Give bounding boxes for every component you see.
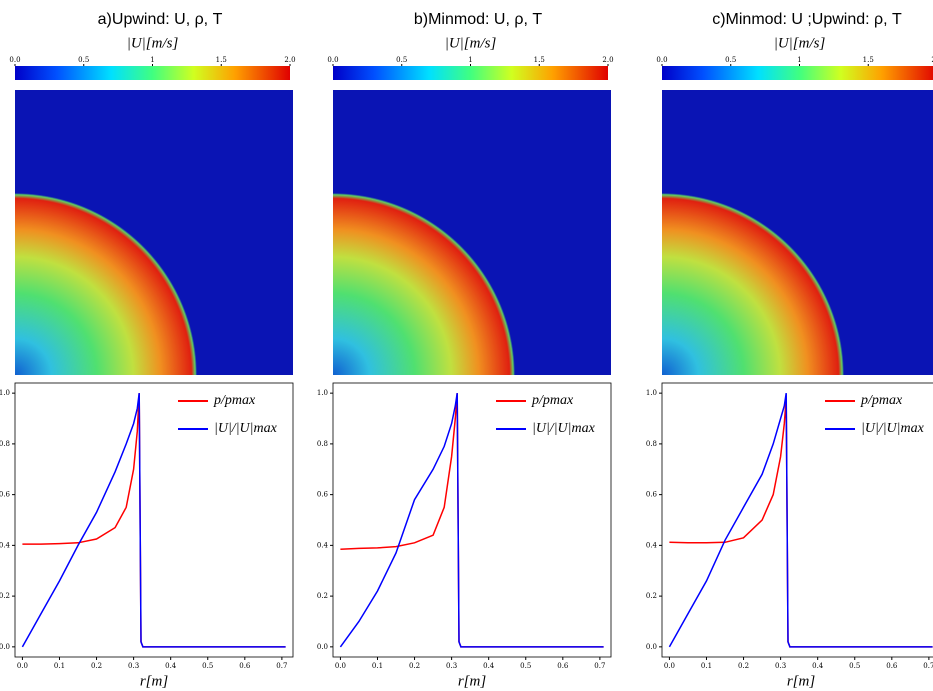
colorbar-tick-label: 2.0: [284, 56, 295, 64]
y-tick-label: 0.6: [646, 491, 658, 499]
y-tick-label: 0.4: [0, 541, 11, 549]
x-tick-label: 0.1: [701, 662, 712, 670]
colorbar-tick-label: 1: [797, 56, 801, 64]
colorbar-tick-label: 0.0: [327, 56, 338, 64]
panel-title: a)Upwind: U, ρ, T: [98, 11, 223, 28]
x-axis-label: r[m]: [458, 673, 487, 689]
y-tick-label: 0.2: [317, 592, 328, 600]
colorbar-tick-label: 1: [150, 56, 154, 64]
x-tick-label: 0.0: [664, 662, 675, 670]
colorbar-label: |U|[m/s]: [774, 35, 826, 51]
x-tick-label: 0.6: [239, 662, 251, 670]
colorbar-label: |U|[m/s]: [445, 35, 497, 51]
x-tick-label: 0.0: [335, 662, 346, 670]
colorbar: [333, 66, 608, 80]
colorbar-tick-label: 1.5: [534, 56, 545, 64]
y-tick-label: 0.6: [317, 491, 329, 499]
legend-label: |U|/|U|max: [214, 421, 278, 436]
x-tick-label: 0.1: [54, 662, 65, 670]
x-axis-label: r[m]: [140, 673, 169, 689]
colorbar-label: |U|[m/s]: [127, 35, 179, 51]
colorbar: [662, 66, 933, 80]
y-tick-label: 0.0: [646, 643, 657, 651]
y-tick-label: 1.0: [646, 389, 657, 397]
legend-label: p/pmax: [213, 393, 256, 408]
y-tick-label: 1.0: [0, 389, 10, 397]
x-tick-label: 0.3: [446, 662, 457, 670]
plot-frame: [332, 382, 612, 658]
x-tick-label: 0.5: [520, 662, 531, 670]
y-tick-label: 0.2: [646, 592, 657, 600]
y-tick-label: 0.6: [0, 491, 11, 499]
y-tick-label: 1.0: [317, 389, 328, 397]
colorbar: [15, 66, 290, 80]
colorbar-tick-label: 2.0: [931, 56, 933, 64]
legend-label: p/pmax: [860, 393, 903, 408]
x-tick-label: 0.5: [849, 662, 860, 670]
y-tick-label: 0.0: [0, 643, 10, 651]
legend-label: |U|/|U|max: [861, 421, 925, 436]
x-tick-label: 0.7: [923, 662, 933, 670]
y-tick-label: 0.4: [317, 541, 329, 549]
series-line: [21, 393, 286, 648]
x-tick-label: 0.1: [372, 662, 383, 670]
plot-frame: [14, 382, 294, 658]
colorbar-tick-label: 0.0: [9, 56, 20, 64]
y-tick-label: 0.2: [0, 592, 10, 600]
y-tick-label: 0.4: [646, 541, 658, 549]
plot-frame: [661, 382, 933, 658]
x-tick-label: 0.7: [276, 662, 287, 670]
x-tick-label: 0.6: [557, 662, 569, 670]
panel-title: b)Minmod: U, ρ, T: [414, 11, 542, 28]
x-tick-label: 0.2: [91, 662, 102, 670]
y-tick-label: 0.8: [317, 440, 328, 448]
colorbar-tick-label: 0.5: [725, 56, 736, 64]
x-tick-label: 0.5: [202, 662, 213, 670]
x-tick-label: 0.6: [886, 662, 898, 670]
x-tick-label: 0.0: [17, 662, 28, 670]
colorbar-tick-label: 0.5: [78, 56, 89, 64]
series-line: [339, 392, 604, 648]
legend-label: |U|/|U|max: [532, 421, 596, 436]
field-wave: [333, 193, 515, 375]
colorbar-tick-label: 1: [468, 56, 472, 64]
colorbar-tick-label: 2.0: [602, 56, 613, 64]
y-tick-label: 0.0: [317, 643, 328, 651]
colorbar-tick-label: 0.0: [656, 56, 667, 64]
x-tick-label: 0.7: [594, 662, 605, 670]
x-tick-label: 0.3: [775, 662, 786, 670]
colorbar-tick-label: 1.5: [216, 56, 227, 64]
y-tick-label: 0.8: [0, 440, 10, 448]
field-wave: [15, 193, 197, 375]
series-line: [668, 392, 933, 648]
x-tick-label: 0.2: [409, 662, 420, 670]
x-tick-label: 0.2: [738, 662, 749, 670]
y-tick-label: 0.8: [646, 440, 657, 448]
field-wave: [662, 193, 844, 375]
x-tick-label: 0.4: [165, 662, 177, 670]
x-tick-label: 0.4: [483, 662, 495, 670]
legend-label: p/pmax: [531, 393, 574, 408]
x-axis-label: r[m]: [787, 673, 816, 689]
colorbar-tick-label: 0.5: [396, 56, 407, 64]
panel-title: c)Minmod: U ;Upwind: ρ, T: [712, 11, 902, 28]
colorbar-tick-label: 1.5: [863, 56, 874, 64]
x-tick-label: 0.3: [128, 662, 139, 670]
x-tick-label: 0.4: [812, 662, 824, 670]
